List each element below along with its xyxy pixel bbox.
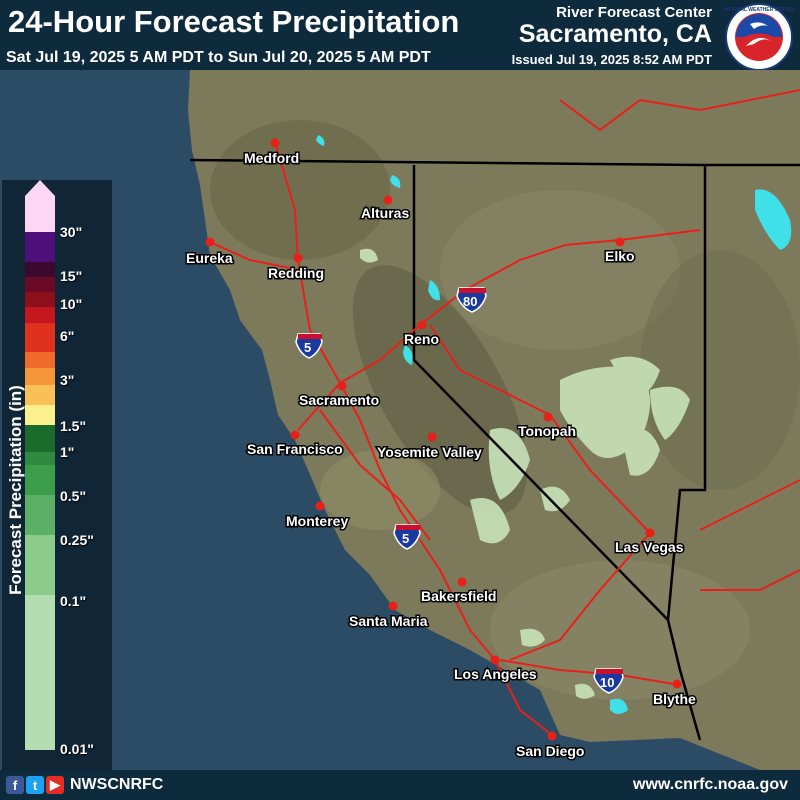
city-sacramento: Sacramento (298, 381, 381, 410)
svg-text:Bakersfield: Bakersfield (421, 588, 496, 604)
legend-label: 1" (60, 444, 75, 460)
city-tonopah: Tonopah (517, 412, 578, 441)
city-blythe: Blythe (652, 679, 698, 709)
legend-band (25, 232, 55, 262)
svg-text:Medford: Medford (244, 150, 299, 166)
legend-band (25, 277, 55, 292)
svg-text:Elko: Elko (605, 248, 635, 264)
city-monterey: Monterey (285, 501, 350, 531)
legend-label: 6" (60, 328, 75, 344)
legend-band (25, 368, 55, 385)
issued-time: Issued Jul 19, 2025 8:52 AM PDT (511, 52, 712, 67)
rfc-city: Sacramento, CA (518, 20, 712, 48)
svg-text:Yosemite Valley: Yosemite Valley (377, 444, 482, 460)
facebook-icon[interactable]: f (6, 776, 24, 794)
legend-band (25, 535, 55, 595)
precipitation-map: Medford Eureka Alturas Redding Elko Reno… (0, 70, 800, 770)
legend-label: 30" (60, 224, 83, 240)
rfc-label: River Forecast Center (556, 4, 712, 21)
legend-title: Forecast Precipitation (in) (6, 385, 25, 595)
svg-text:5: 5 (402, 531, 409, 546)
header-bar: 24-Hour Forecast Precipitation Sat Jul 1… (0, 0, 800, 71)
legend-band (25, 307, 55, 323)
svg-text:Eureka: Eureka (186, 250, 233, 266)
svg-text:San Diego: San Diego (516, 743, 584, 759)
legend-band (25, 465, 55, 495)
svg-text:Sacramento: Sacramento (299, 392, 379, 408)
nws-logo: NATIONAL WEATHER SERVICE (724, 3, 794, 71)
city-reno: Reno (403, 320, 441, 349)
svg-text:Reno: Reno (404, 331, 439, 347)
legend-band (25, 323, 55, 352)
social-links: f t ▶ (6, 776, 64, 794)
city-yosemite-valley: Yosemite Valley (376, 432, 484, 462)
city-bakersfield: Bakersfield (420, 577, 498, 606)
forecast-period: Sat Jul 19, 2025 5 AM PDT to Sun Jul 20,… (6, 49, 431, 66)
lakes (316, 135, 792, 714)
legend-band (25, 495, 55, 535)
legend-label: 0.01" (60, 741, 94, 757)
legend-band (25, 385, 55, 405)
city-los-angeles: Los Angeles (453, 655, 538, 684)
svg-text:Blythe: Blythe (653, 691, 696, 707)
city-santa-maria: Santa Maria (348, 601, 429, 631)
city-markers: Medford Eureka Alturas Redding Elko Reno… (185, 138, 698, 761)
i5-shield-south: 5 (393, 524, 421, 550)
twitter-icon[interactable]: t (26, 776, 44, 794)
svg-text:Redding: Redding (268, 265, 324, 281)
page-title: 24-Hour Forecast Precipitation (8, 4, 460, 39)
legend-arrow (25, 180, 55, 232)
legend-band (25, 262, 55, 277)
terrain-shading (210, 120, 800, 700)
precip-legend: Forecast Precipitation (in) 30" 15" 10" 6" 3… (2, 180, 112, 770)
city-san-francisco: San Francisco (246, 430, 344, 459)
svg-text:San Francisco: San Francisco (247, 441, 343, 457)
legend-label: 10" (60, 296, 83, 312)
legend-band (25, 352, 55, 368)
legend-label: 0.5" (60, 488, 87, 504)
city-eureka: Eureka (185, 237, 234, 268)
city-medford: Medford (243, 138, 301, 168)
svg-text:80: 80 (463, 294, 477, 309)
legend-label: 1.5" (60, 418, 87, 434)
legend-band (25, 405, 55, 425)
city-elko: Elko (604, 237, 636, 266)
svg-text:Santa Maria: Santa Maria (349, 613, 428, 629)
legend-label: 0.25" (60, 532, 94, 548)
legend-label: 3" (60, 372, 75, 388)
svg-text:Monterey: Monterey (286, 513, 348, 529)
website-link[interactable]: www.cnrfc.noaa.gov (633, 776, 788, 793)
state-borders (189, 158, 800, 741)
legend-colorbar (25, 180, 55, 750)
legend-band (25, 425, 55, 452)
svg-text:Los Angeles: Los Angeles (454, 666, 537, 682)
legend-band (25, 595, 55, 750)
i10-shield: 10 (593, 668, 624, 694)
svg-text:10: 10 (600, 675, 614, 690)
interstate-shields: 5 80 5 10 (295, 287, 624, 694)
legend-band (25, 452, 55, 465)
svg-text:5: 5 (304, 340, 311, 355)
svg-text:Alturas: Alturas (361, 205, 409, 221)
legend-label: 15" (60, 268, 83, 284)
youtube-icon[interactable]: ▶ (46, 776, 64, 794)
city-redding: Redding (267, 253, 326, 283)
svg-text:Las Vegas: Las Vegas (615, 539, 684, 555)
svg-text:Tonopah: Tonopah (518, 423, 576, 439)
city-san-diego: San Diego (515, 731, 586, 761)
logo-text: NATIONAL WEATHER SERVICE (724, 7, 794, 13)
i80-shield: 80 (456, 287, 487, 313)
legend-label: 0.1" (60, 593, 87, 609)
social-handle[interactable]: NWSCNRFC (70, 776, 164, 793)
legend-band (25, 292, 55, 307)
i5-shield-north: 5 (295, 333, 323, 359)
city-las-vegas: Las Vegas (614, 528, 685, 557)
city-alturas: Alturas (360, 195, 411, 223)
footer-bar: f t ▶ NWSCNRFC www.cnrfc.noaa.gov (0, 770, 800, 800)
